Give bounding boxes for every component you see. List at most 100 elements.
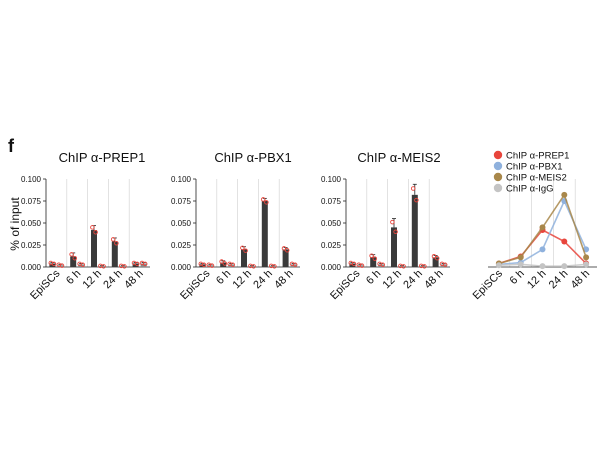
replicate-dot <box>240 245 245 251</box>
y-tick-label: 0.050 <box>321 219 342 228</box>
bar <box>261 201 268 267</box>
replicate-dot <box>393 229 398 235</box>
replicate-dot <box>281 246 287 251</box>
panel-label: f <box>8 136 15 156</box>
replicate-dot <box>90 225 95 230</box>
series-point <box>539 224 546 231</box>
legend-marker <box>493 161 503 171</box>
y-axis-label: % of input <box>8 197 22 251</box>
chart-title: ChIP α-MEIS2 <box>357 150 440 165</box>
bar <box>70 256 77 267</box>
y-tick-label: 0.075 <box>21 197 42 206</box>
y-tick-label: 0.050 <box>21 219 42 228</box>
x-tick-label: 24 h <box>101 268 125 292</box>
replicate-dot <box>142 261 148 267</box>
replicate-dot <box>110 237 116 242</box>
series-point <box>561 191 568 198</box>
y-tick-label: 0.025 <box>21 241 42 250</box>
y-tick-label: 0.075 <box>171 197 192 206</box>
legend-marker <box>493 172 503 182</box>
bar <box>432 257 439 267</box>
replicate-dot <box>219 259 224 264</box>
series-point <box>539 246 546 253</box>
replicate-dot <box>434 255 440 261</box>
bar <box>91 230 97 267</box>
replicate-dot <box>422 264 427 269</box>
replicate-dot <box>59 263 65 268</box>
replicate-dot <box>442 262 448 268</box>
replicate-dot <box>359 263 365 268</box>
series-point <box>561 263 568 270</box>
bar <box>411 194 418 267</box>
x-tick-label: 12 h <box>80 268 104 292</box>
bar <box>241 249 247 267</box>
bar <box>111 241 118 267</box>
replicate-dot <box>410 186 416 191</box>
x-tick-label: 48 h <box>272 268 296 292</box>
x-tick-label: EpiSCs <box>328 267 363 302</box>
replicate-dot <box>369 253 374 258</box>
y-tick-label: 0.100 <box>21 175 42 184</box>
series-point <box>561 238 568 245</box>
x-tick-label: EpiSCs <box>178 267 213 302</box>
replicate-dot <box>201 262 207 268</box>
y-tick-label: 0.000 <box>21 263 42 272</box>
x-tick-label: 12 h <box>230 268 254 292</box>
replicate-dot <box>390 219 395 225</box>
series-point <box>495 262 502 269</box>
y-tick-label: 0.050 <box>171 219 192 228</box>
replicate-dot <box>292 262 298 268</box>
legend-label: ChIP α-PBX1 <box>506 162 563 173</box>
x-tick-label: 48 h <box>569 268 593 292</box>
replicate-dot <box>230 262 236 268</box>
replicate-dot <box>114 240 119 246</box>
series-point <box>583 261 590 268</box>
x-tick-label: 12 h <box>525 268 549 292</box>
series-point <box>539 263 546 270</box>
y-tick-label: 0.100 <box>171 175 192 184</box>
replicate-dot <box>209 263 215 268</box>
x-tick-label: EpiSCs <box>471 267 506 302</box>
y-tick-label: 0.075 <box>321 197 342 206</box>
series-point <box>583 254 590 261</box>
series-point <box>517 261 524 268</box>
y-tick-label: 0.025 <box>171 241 192 250</box>
replicate-dot <box>122 264 127 269</box>
x-tick-label: 24 h <box>251 268 275 292</box>
chart-panel-1: ChIP α-PREP1 0.000 0.025 0.050 0.075 0.100 Epi… <box>21 150 150 302</box>
chart-panel-2: ChIP α-PBX1 0.000 0.025 0.050 0.075 0.100 EpiS… <box>171 150 300 302</box>
replicate-dot <box>431 254 437 259</box>
replicate-dot <box>51 261 57 267</box>
replicate-dot <box>264 200 269 205</box>
chart-panel-3: ChIP α-MEIS2 0.000 0.025 0.050 0.075 0.100 Epi… <box>321 150 450 302</box>
replicate-dot <box>284 248 290 253</box>
legend-label: ChIP α-PREP1 <box>506 151 569 162</box>
replicate-dot <box>72 255 78 261</box>
x-tick-label: 24 h <box>401 268 425 292</box>
replicate-dot <box>401 264 406 269</box>
replicate-dot <box>272 264 277 269</box>
replicate-dot <box>351 261 357 267</box>
y-tick-label: 0.025 <box>321 241 342 250</box>
series-point <box>517 254 524 261</box>
chart-title: ChIP α-PBX1 <box>214 150 291 165</box>
replicate-dot <box>243 248 248 253</box>
replicate-dot <box>414 197 419 203</box>
y-tick-label: 0.000 <box>321 263 342 272</box>
legend-marker <box>493 150 503 160</box>
x-tick-label: 24 h <box>547 268 571 292</box>
replicate-dot <box>260 197 266 202</box>
replicate-dot <box>251 264 256 269</box>
legend-label: ChIP α-IgG <box>506 184 554 195</box>
x-tick-label: EpiSCs <box>28 267 63 302</box>
x-tick-label: 48 h <box>122 268 146 292</box>
legend-marker <box>493 183 503 193</box>
replicate-dot <box>222 261 228 266</box>
x-tick-label: 6 h <box>508 268 527 287</box>
chart-title: ChIP α-PREP1 <box>59 150 146 165</box>
x-tick-label: 48 h <box>422 268 446 292</box>
replicate-dot <box>101 264 106 269</box>
replicate-dot <box>380 262 386 268</box>
